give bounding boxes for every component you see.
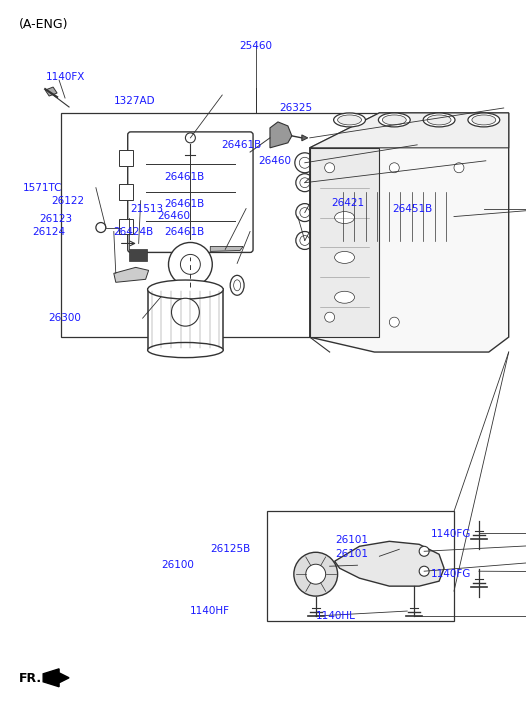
Circle shape bbox=[454, 163, 464, 173]
Text: 26451B: 26451B bbox=[392, 204, 432, 214]
Circle shape bbox=[467, 166, 475, 174]
Text: 26421: 26421 bbox=[331, 198, 365, 208]
Ellipse shape bbox=[383, 115, 406, 125]
Text: 26460: 26460 bbox=[158, 212, 191, 222]
Circle shape bbox=[299, 157, 310, 168]
Text: 26101: 26101 bbox=[335, 549, 368, 559]
Bar bbox=[61, 113, 461, 337]
Circle shape bbox=[306, 564, 326, 585]
Text: 26424B: 26424B bbox=[114, 227, 154, 237]
Bar bbox=[148, 289, 223, 350]
Circle shape bbox=[345, 225, 355, 236]
Polygon shape bbox=[302, 135, 308, 141]
Circle shape bbox=[419, 546, 429, 556]
Text: 26325: 26325 bbox=[279, 103, 313, 113]
Text: 26461B: 26461B bbox=[164, 172, 204, 182]
Polygon shape bbox=[114, 268, 149, 282]
Text: 1140FG: 1140FG bbox=[431, 569, 472, 579]
Ellipse shape bbox=[335, 292, 355, 303]
Bar bbox=[129, 249, 147, 262]
Circle shape bbox=[169, 243, 212, 286]
Text: 1140HF: 1140HF bbox=[190, 606, 230, 616]
Text: (A-ENG): (A-ENG) bbox=[19, 18, 69, 31]
Circle shape bbox=[180, 254, 200, 274]
Ellipse shape bbox=[335, 212, 355, 223]
Circle shape bbox=[389, 317, 399, 327]
Text: 26300: 26300 bbox=[48, 313, 82, 323]
Circle shape bbox=[295, 153, 315, 173]
Ellipse shape bbox=[378, 113, 410, 127]
Bar bbox=[119, 219, 133, 235]
Bar bbox=[119, 184, 133, 200]
Ellipse shape bbox=[335, 252, 355, 263]
Text: 1140HL: 1140HL bbox=[316, 611, 356, 622]
Ellipse shape bbox=[472, 115, 496, 125]
Text: 1140FG: 1140FG bbox=[431, 529, 472, 539]
Polygon shape bbox=[335, 542, 444, 586]
Circle shape bbox=[434, 225, 444, 236]
Circle shape bbox=[296, 204, 314, 222]
Polygon shape bbox=[310, 148, 379, 337]
Circle shape bbox=[294, 553, 338, 596]
Text: 1140FX: 1140FX bbox=[46, 73, 85, 82]
Text: 26101: 26101 bbox=[335, 535, 368, 545]
Text: 26461B: 26461B bbox=[164, 227, 204, 237]
Ellipse shape bbox=[468, 113, 500, 127]
Circle shape bbox=[300, 178, 310, 188]
Ellipse shape bbox=[427, 115, 451, 125]
Circle shape bbox=[300, 236, 310, 246]
Ellipse shape bbox=[338, 115, 362, 125]
Text: 26125B: 26125B bbox=[210, 544, 250, 554]
Polygon shape bbox=[210, 246, 243, 252]
Polygon shape bbox=[310, 113, 509, 148]
Polygon shape bbox=[310, 113, 509, 352]
Circle shape bbox=[467, 204, 475, 212]
Circle shape bbox=[296, 174, 314, 192]
Ellipse shape bbox=[423, 113, 455, 127]
Polygon shape bbox=[45, 87, 57, 96]
Circle shape bbox=[345, 198, 355, 208]
Circle shape bbox=[434, 198, 444, 208]
Circle shape bbox=[300, 208, 310, 217]
Text: 25460: 25460 bbox=[239, 41, 272, 52]
Bar bbox=[335, 188, 454, 246]
Circle shape bbox=[467, 241, 475, 249]
Text: 26123: 26123 bbox=[39, 214, 72, 224]
Circle shape bbox=[389, 163, 399, 173]
Ellipse shape bbox=[334, 113, 365, 127]
Text: 26461B: 26461B bbox=[164, 199, 204, 209]
Text: 26461B: 26461B bbox=[221, 140, 262, 150]
Circle shape bbox=[96, 222, 106, 233]
Circle shape bbox=[296, 231, 314, 249]
Circle shape bbox=[186, 133, 196, 142]
Ellipse shape bbox=[230, 276, 244, 295]
Polygon shape bbox=[270, 122, 292, 148]
Text: 26100: 26100 bbox=[161, 560, 194, 570]
Ellipse shape bbox=[148, 342, 223, 358]
Circle shape bbox=[171, 298, 199, 326]
Circle shape bbox=[325, 163, 335, 173]
Bar bbox=[267, 511, 454, 621]
Circle shape bbox=[419, 566, 429, 577]
Text: 26122: 26122 bbox=[51, 196, 84, 206]
Circle shape bbox=[325, 312, 335, 322]
Text: FR.: FR. bbox=[19, 672, 42, 686]
Text: 1571TC: 1571TC bbox=[22, 183, 62, 193]
Text: 26124: 26124 bbox=[32, 227, 65, 237]
Bar bbox=[119, 150, 133, 166]
Ellipse shape bbox=[233, 280, 241, 291]
Polygon shape bbox=[43, 669, 69, 687]
Text: 1327AD: 1327AD bbox=[114, 97, 155, 106]
Text: 26460: 26460 bbox=[258, 156, 291, 166]
FancyBboxPatch shape bbox=[128, 132, 253, 252]
Ellipse shape bbox=[148, 280, 223, 299]
Text: 21513: 21513 bbox=[130, 204, 163, 214]
